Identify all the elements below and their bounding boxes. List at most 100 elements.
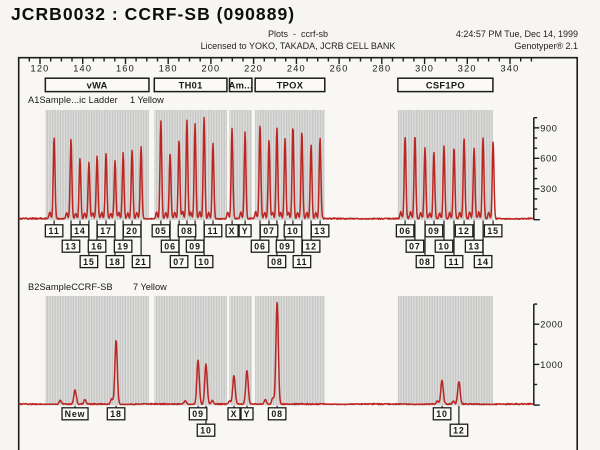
page-title: JCRB0032 : CCRF-SB (090889) <box>11 4 296 24</box>
allele-label-box[interactable] <box>185 239 205 253</box>
allele-label: 07 <box>263 226 275 236</box>
allele-label-box[interactable] <box>79 254 99 269</box>
allele-label-box[interactable] <box>275 239 295 253</box>
allele-label: 13 <box>468 242 480 252</box>
allele-label-box[interactable] <box>405 239 425 253</box>
allele-label-box[interactable] <box>227 407 241 421</box>
allele-label-box[interactable] <box>105 254 125 269</box>
allele-label: 13 <box>314 226 326 236</box>
allele-label: 09 <box>279 242 291 252</box>
allele-label-box[interactable] <box>225 224 239 238</box>
allele-label-box[interactable] <box>169 254 189 269</box>
allele-label-box[interactable] <box>424 224 444 238</box>
allele-label-box[interactable] <box>449 423 469 437</box>
marker-label: TH01 <box>179 80 203 90</box>
marker-region <box>154 110 227 220</box>
allele-label: 15 <box>83 257 95 267</box>
allele-label-box[interactable] <box>283 224 303 238</box>
allele-label-box[interactable] <box>61 239 81 253</box>
allele-label-box[interactable] <box>240 407 254 421</box>
allele-label: 11 <box>448 257 459 267</box>
allele-label-box[interactable] <box>292 254 312 269</box>
allele-label: 09 <box>189 242 201 252</box>
trace-a1-ladder[interactable] <box>18 116 534 220</box>
marker-region <box>154 296 227 406</box>
allele-label: Y <box>242 226 249 236</box>
allele-label-box[interactable] <box>395 224 415 238</box>
allele-label-box[interactable] <box>483 224 503 238</box>
allele-label: 12 <box>458 226 470 236</box>
allele-label-box[interactable] <box>310 224 330 238</box>
allele-label-box[interactable] <box>464 239 484 253</box>
allele-label: 05 <box>155 226 167 236</box>
marker-box-tpox[interactable] <box>254 77 326 93</box>
allele-label: 15 <box>487 226 499 236</box>
y-tick-label: 300 <box>540 184 557 194</box>
marker-box-th01[interactable] <box>153 77 228 93</box>
ruler-tick-label: 140 <box>73 64 92 74</box>
allele-label: New <box>65 409 86 419</box>
allele-label: 17 <box>100 226 112 236</box>
allele-label-box[interactable] <box>131 254 151 269</box>
allele-label-box[interactable] <box>301 239 321 253</box>
allele-label-box[interactable] <box>70 224 90 238</box>
panel-dye: 1 Yellow <box>130 95 164 105</box>
ruler-tick-label: 300 <box>415 64 434 74</box>
allele-label-box[interactable] <box>113 239 133 253</box>
y-tick-label: 1000 <box>540 360 563 370</box>
allele-label: 18 <box>110 409 122 419</box>
allele-label-box[interactable] <box>188 407 208 421</box>
ruler-tick-label: 280 <box>372 64 391 74</box>
y-tick-label: 900 <box>540 123 557 133</box>
ruler-tick-label: 240 <box>287 64 306 74</box>
allele-label: 19 <box>117 242 129 252</box>
marker-box-csf1po[interactable] <box>397 77 494 93</box>
allele-label: 10 <box>198 257 210 267</box>
allele-label-box[interactable] <box>415 254 435 269</box>
ruler-tick-label: 340 <box>501 64 520 74</box>
allele-label-box[interactable] <box>194 254 214 269</box>
allele-label: 08 <box>419 257 431 267</box>
allele-label-box[interactable] <box>250 239 270 253</box>
allele-label-box[interactable] <box>196 423 216 437</box>
allele-label-box[interactable] <box>44 224 64 238</box>
allele-label-box[interactable] <box>454 224 474 238</box>
allele-label-box[interactable] <box>160 239 180 253</box>
allele-label: 08 <box>271 409 283 419</box>
allele-label-box[interactable] <box>238 224 252 238</box>
trace-b2-sample[interactable] <box>18 301 534 406</box>
allele-label-box[interactable] <box>203 224 223 238</box>
allele-label-box[interactable] <box>267 407 287 421</box>
ruler-tick-label: 180 <box>159 64 178 74</box>
allele-label-box[interactable] <box>434 239 454 253</box>
allele-label-box[interactable] <box>87 239 107 253</box>
allele-label-box[interactable] <box>444 254 464 269</box>
allele-label-box[interactable] <box>259 224 279 238</box>
allele-label-box[interactable] <box>432 407 452 421</box>
allele-label: 09 <box>428 226 440 236</box>
allele-label-box[interactable] <box>96 224 116 238</box>
panel-dye: 7 Yellow <box>133 282 167 292</box>
allele-label-box[interactable] <box>61 407 89 421</box>
allele-label: 12 <box>453 426 465 436</box>
allele-label: 11 <box>296 257 307 267</box>
ruler-tick-label: 160 <box>116 64 135 74</box>
y-tick-label: 2000 <box>540 320 563 330</box>
panel-name: A1Sample...ic Ladder <box>28 95 118 105</box>
allele-label-box[interactable] <box>122 224 142 238</box>
marker-box-am[interactable] <box>228 77 253 93</box>
marker-label: Am... <box>229 80 253 90</box>
allele-label: 10 <box>200 426 212 436</box>
allele-label-box[interactable] <box>267 254 287 269</box>
marker-label: CSF1PO <box>426 80 465 90</box>
allele-label-box[interactable] <box>473 254 493 269</box>
allele-label-box[interactable] <box>151 224 171 238</box>
allele-label: 13 <box>65 242 77 252</box>
allele-label-box[interactable] <box>106 407 126 421</box>
allele-label: Y <box>244 409 251 419</box>
marker-box-vwa[interactable] <box>44 77 150 93</box>
allele-label-box[interactable] <box>177 224 197 238</box>
allele-label: 20 <box>126 226 138 236</box>
